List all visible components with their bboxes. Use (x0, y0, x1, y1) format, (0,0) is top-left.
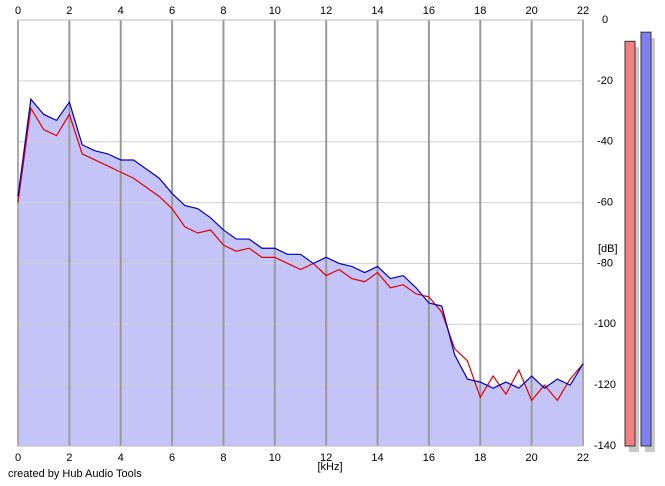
plot-frame (17, 19, 584, 447)
x-tick-label: 10 (269, 5, 281, 17)
y-tick-label: -40 (597, 136, 613, 148)
x-tick-label: 8 (220, 452, 226, 464)
spectrum-line (17, 106, 584, 402)
spectrum-area (18, 99, 583, 446)
x-tick-label: 8 (220, 5, 226, 17)
y-tick-label: 0 (602, 14, 608, 26)
y-tick-label: -60 (597, 196, 613, 208)
x-tick-label: 18 (474, 452, 486, 464)
x-tick-label: 10 (269, 452, 281, 464)
x-tick-label: 14 (371, 5, 383, 17)
x-tick-label: 6 (169, 452, 175, 464)
x-tick-label: 22 (577, 452, 589, 464)
x-tick-label: 2 (66, 452, 72, 464)
x-tick-label: 2 (66, 5, 72, 17)
x-tick-label: 6 (169, 5, 175, 17)
y-axis-label: [dB] (598, 243, 618, 255)
spectrum-line (17, 97, 584, 389)
y-tick-label: -100 (594, 318, 616, 330)
x-tick-label: 22 (577, 5, 589, 17)
y-tick-label: -80 (597, 257, 613, 269)
x-tick-label: 20 (526, 5, 538, 17)
x-axis-label: [kHz] (317, 461, 342, 473)
y-tick-label: -120 (594, 379, 616, 391)
y-tick-label: -140 (594, 440, 616, 452)
x-tick-label: 12 (320, 452, 332, 464)
x-tick-label: 12 (320, 5, 332, 17)
level-meter (640, 31, 652, 447)
x-tick-label: 0 (15, 452, 21, 464)
x-tick-label: 4 (118, 452, 124, 464)
x-tick-label: 14 (371, 452, 383, 464)
level-meter (624, 40, 636, 447)
x-tick-label: 4 (118, 5, 124, 17)
y-tick-label: -20 (597, 75, 613, 87)
x-tick-label: 20 (526, 452, 538, 464)
credit: created by Hub Audio Tools (8, 468, 142, 480)
x-tick-label: 16 (423, 5, 435, 17)
x-tick-label: 16 (423, 452, 435, 464)
x-tick-label: 0 (15, 5, 21, 17)
x-tick-label: 18 (474, 5, 486, 17)
